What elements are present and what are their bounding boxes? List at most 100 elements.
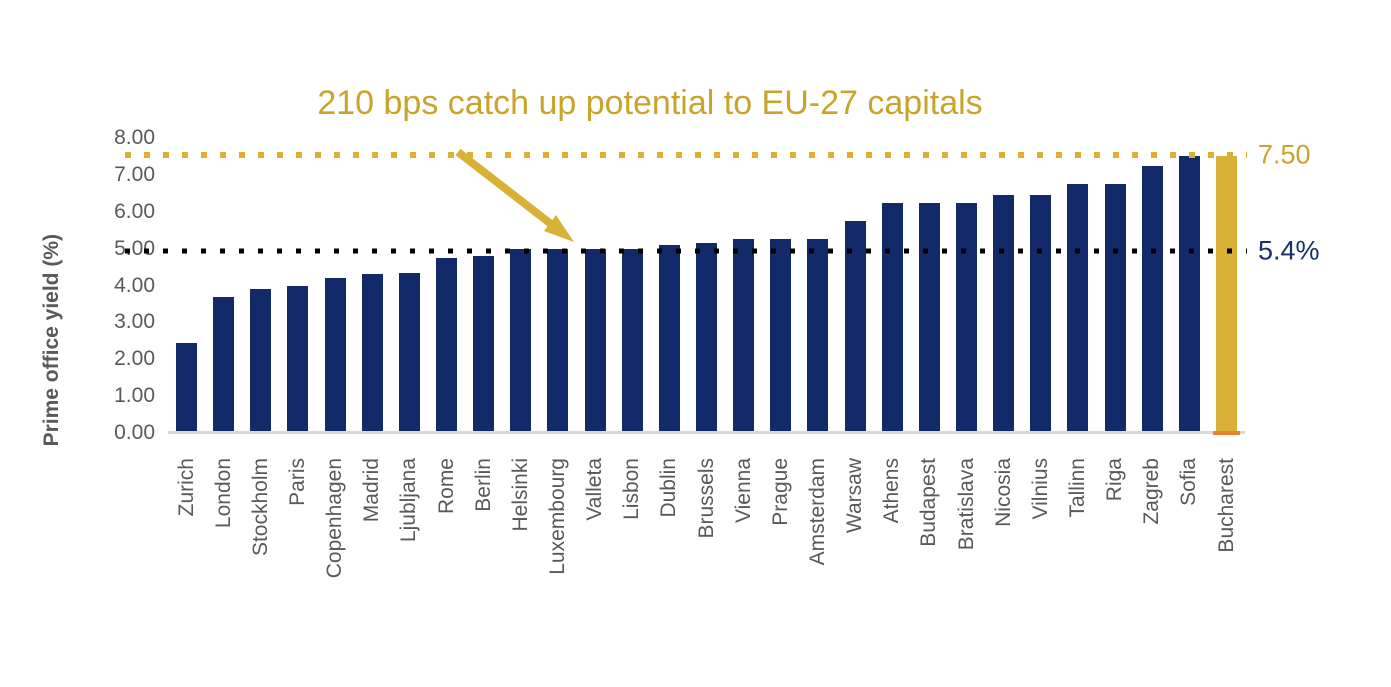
bar-rome — [436, 257, 458, 433]
bar-cell-dublin — [651, 138, 688, 433]
bar-cell-ljubljana — [391, 138, 428, 433]
x-label-zagreb: Zagreb — [1140, 458, 1164, 525]
x-label-london: London — [211, 458, 235, 529]
bar-helsinki — [510, 248, 532, 433]
x-label-lisbon: Lisbon — [620, 458, 644, 520]
y-tick-0.00: 0.00 — [114, 421, 155, 444]
bar-cell-riga — [1097, 138, 1134, 433]
x-label-cell-copenhagen: Copenhagen — [317, 458, 354, 578]
x-label-cell-valleta: Valleta — [577, 458, 614, 521]
bar-vienna — [733, 239, 755, 433]
x-label-cell-bratislava: Bratislava — [948, 458, 985, 550]
bar-cell-berlin — [465, 138, 502, 433]
bar-bucharest — [1216, 156, 1237, 433]
x-label-cell-berlin: Berlin — [465, 458, 502, 512]
x-label-cell-budapest: Budapest — [911, 458, 948, 547]
x-label-cell-zurich: Zurich — [168, 458, 205, 516]
x-label-athens: Athens — [880, 458, 904, 524]
y-tick-7.00: 7.00 — [114, 162, 155, 186]
bar-tallinn — [1067, 184, 1089, 433]
x-axis-labels: Zurich London Stockholm Paris Copenhagen Madr… — [168, 458, 1245, 578]
bar-copenhagen — [324, 278, 346, 433]
x-label-stockholm: Stockholm — [248, 458, 272, 557]
x-label-vienna: Vienna — [731, 458, 755, 524]
bar-riga — [1104, 184, 1126, 433]
bar-dublin — [658, 244, 680, 433]
y-tick-6.00: 6.00 — [114, 199, 155, 223]
bar-cell-london — [205, 138, 242, 433]
bar-amsterdam — [807, 239, 829, 433]
top-yield-line — [125, 151, 1247, 158]
bar-london — [213, 296, 235, 433]
bar-cell-tallinn — [1059, 138, 1096, 433]
x-label-riga: Riga — [1103, 458, 1127, 502]
bar-prague — [770, 239, 792, 433]
x-label-warsaw: Warsaw — [843, 458, 867, 534]
x-label-tallinn: Tallinn — [1065, 458, 1089, 518]
top-yield-line-label: 7.50 — [1258, 139, 1311, 170]
bar-cell-valleta — [577, 138, 614, 433]
x-label-berlin: Berlin — [471, 458, 495, 512]
bar-cell-helsinki — [502, 138, 539, 433]
bar-zurich — [176, 342, 198, 433]
bar-warsaw — [844, 220, 866, 433]
eu27-average-line-label: 5.4% — [1258, 235, 1320, 266]
x-label-zurich: Zurich — [174, 458, 198, 517]
y-tick-2.00: 2.00 — [114, 347, 155, 371]
x-label-ljubljana: Ljubljana — [397, 458, 421, 543]
x-label-cell-madrid: Madrid — [354, 458, 391, 522]
x-label-cell-zagreb: Zagreb — [1134, 458, 1171, 525]
x-label-cell-vilnius: Vilnius — [1022, 458, 1059, 519]
bar-cell-lisbon — [614, 138, 651, 433]
x-label-cell-paris: Paris — [279, 458, 316, 506]
x-label-cell-tallinn: Tallinn — [1059, 458, 1096, 518]
x-label-cell-warsaw: Warsaw — [837, 458, 874, 533]
x-label-luxembourg: Luxembourg — [545, 458, 569, 575]
x-label-cell-helsinki: Helsinki — [502, 458, 539, 532]
x-label-rome: Rome — [434, 458, 458, 515]
plot-area — [168, 138, 1245, 433]
bar-cell-vienna — [725, 138, 762, 433]
x-label-helsinki: Helsinki — [508, 458, 532, 532]
y-axis-title: Prime office yield (%) — [40, 234, 63, 447]
bar-madrid — [361, 274, 383, 433]
x-label-paris: Paris — [285, 458, 309, 506]
bar-cell-zurich — [168, 138, 205, 433]
bar-paris — [287, 285, 309, 433]
x-label-cell-amsterdam: Amsterdam — [799, 458, 836, 565]
bar-cell-bucharest — [1208, 138, 1245, 433]
bar-luxembourg — [547, 248, 569, 433]
bar-cell-zagreb — [1134, 138, 1171, 433]
x-label-cell-vienna: Vienna — [725, 458, 762, 523]
x-label-amsterdam: Amsterdam — [805, 458, 829, 566]
bar-cell-amsterdam — [799, 138, 836, 433]
bar-zagreb — [1141, 165, 1163, 433]
x-label-cell-athens: Athens — [874, 458, 911, 523]
bar-valleta — [584, 248, 606, 433]
bar-cell-paris — [279, 138, 316, 433]
x-axis-line — [168, 431, 1245, 434]
chart-annotation-text: 210 bps catch up potential to EU-27 capi… — [317, 84, 983, 122]
x-label-madrid: Madrid — [360, 458, 384, 523]
x-label-cell-ljubljana: Ljubljana — [391, 458, 428, 542]
x-label-cell-brussels: Brussels — [688, 458, 725, 539]
x-label-cell-luxembourg: Luxembourg — [539, 458, 576, 575]
bar-brussels — [696, 243, 718, 433]
bar-cell-copenhagen — [317, 138, 354, 433]
x-label-valleta: Valleta — [583, 458, 607, 521]
x-label-dublin: Dublin — [657, 458, 681, 518]
x-label-cell-prague: Prague — [762, 458, 799, 526]
y-tick-1.00: 1.00 — [114, 384, 155, 408]
bar-lisbon — [621, 248, 643, 433]
bar-sofia — [1178, 156, 1200, 433]
bar-cell-luxembourg — [539, 138, 576, 433]
x-label-cell-stockholm: Stockholm — [242, 458, 279, 556]
x-label-cell-london: London — [205, 458, 242, 528]
x-label-sofia: Sofia — [1177, 458, 1201, 506]
bar-budapest — [918, 202, 940, 433]
bar-cell-athens — [874, 138, 911, 433]
bar-nicosia — [993, 195, 1015, 433]
x-label-vilnius: Vilnius — [1028, 458, 1052, 520]
bucharest-base-highlight — [1212, 431, 1240, 435]
